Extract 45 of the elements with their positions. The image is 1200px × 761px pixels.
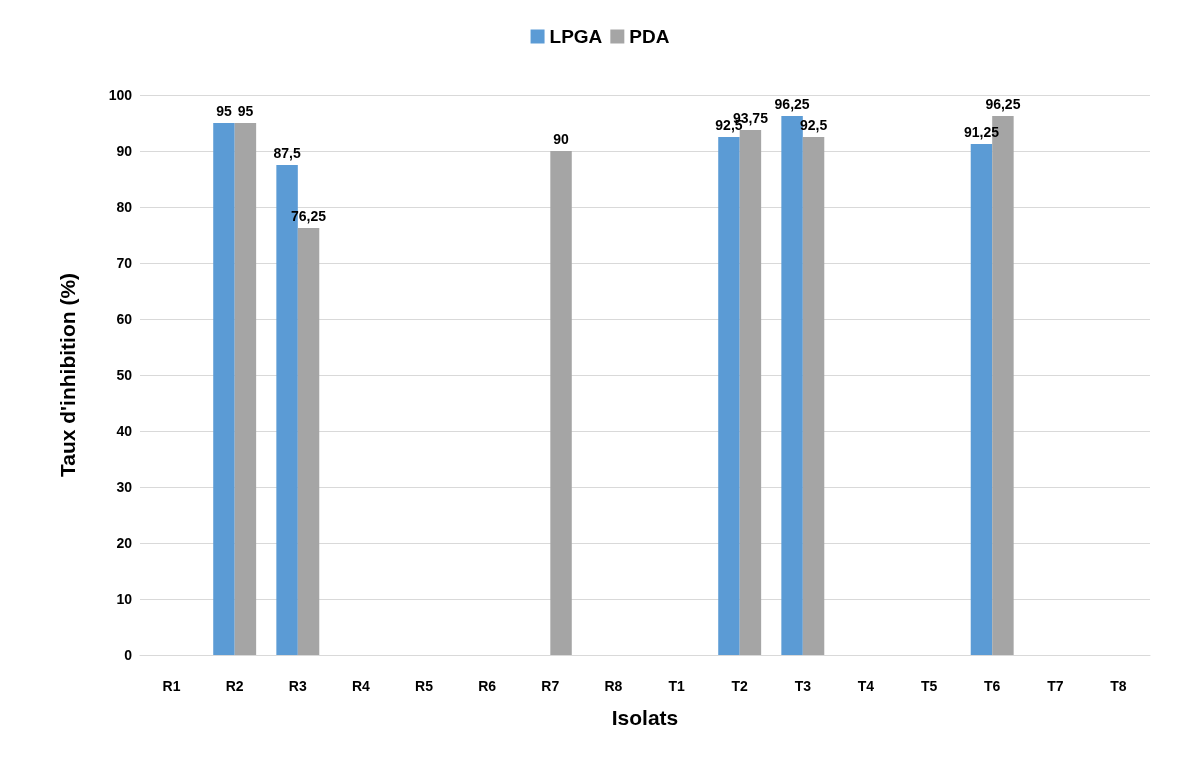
x-tick-label: T4	[857, 678, 875, 694]
data-label: 95	[237, 103, 254, 119]
bar	[550, 151, 572, 655]
x-tick-label: R4	[351, 678, 371, 694]
x-tick-label: R8	[604, 678, 623, 694]
x-tick-label: T5	[920, 678, 938, 694]
y-tick-label: 60	[116, 311, 133, 327]
data-label: 87,5	[273, 145, 301, 161]
y-tick-label: 10	[116, 591, 133, 607]
y-tick-label: 90	[116, 143, 133, 159]
data-label: 90	[553, 131, 570, 147]
x-tick-label: R5	[415, 678, 434, 694]
y-tick-label: 100	[108, 87, 133, 103]
legend-label: PDA	[629, 26, 670, 47]
legend-label: LPGA	[549, 26, 603, 47]
x-tick-label: T1	[668, 678, 685, 694]
data-label: 95	[216, 103, 232, 119]
x-tick-label: R7	[541, 678, 560, 694]
data-label: 96,25	[774, 96, 810, 112]
data-label: 91,25	[963, 124, 1000, 140]
bar	[802, 137, 825, 655]
y-tick-label: 0	[124, 647, 133, 663]
bar	[970, 144, 993, 655]
bar	[234, 123, 257, 655]
x-tick-label: T2	[731, 678, 749, 694]
y-tick-label: 20	[116, 535, 133, 551]
x-tick-label: R3	[288, 678, 307, 694]
y-tick-label: 70	[116, 255, 133, 271]
data-label: 96,25	[985, 96, 1021, 112]
bar	[213, 123, 235, 655]
y-tick-label: 40	[116, 423, 133, 439]
x-tick-label: T8	[1110, 678, 1127, 694]
x-axis-title: Isolats	[611, 706, 679, 729]
x-tick-label: R1	[162, 678, 181, 694]
y-tick-label: 30	[116, 479, 133, 495]
bar	[297, 228, 320, 655]
y-tick-label: 80	[116, 199, 133, 215]
y-tick-label: 50	[116, 367, 133, 383]
y-axis-title: Taux d'inhibition (%)	[56, 272, 79, 478]
x-tick-label: T3	[794, 678, 812, 694]
x-tick-label: R6	[478, 678, 497, 694]
bar	[718, 137, 740, 655]
x-tick-label: T7	[1047, 678, 1064, 694]
x-tick-label: R2	[225, 678, 244, 694]
x-tick-label: T6	[984, 678, 1001, 694]
